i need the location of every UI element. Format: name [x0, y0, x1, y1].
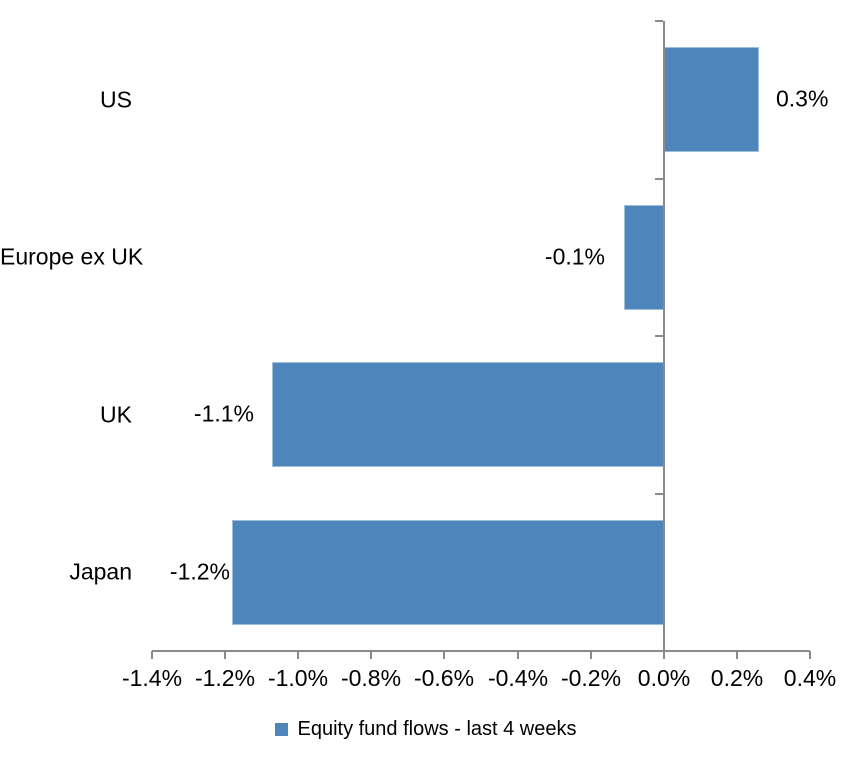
y-axis-tick: [655, 650, 663, 652]
x-axis-tick-label: -0.6%: [413, 665, 475, 691]
x-axis-tick-label: 0.4%: [783, 665, 837, 691]
x-axis-tick: [590, 651, 592, 659]
y-axis-tick: [655, 335, 663, 337]
bar-uk: [272, 362, 664, 467]
data-label-uk: -1.1%: [193, 400, 254, 427]
x-axis-tick: [224, 651, 226, 659]
data-label-us: 0.3%: [776, 85, 829, 112]
x-axis-tick: [663, 651, 665, 659]
category-label-europe-ex-uk: Europe ex UK: [0, 243, 144, 270]
data-label-japan: -1.2%: [169, 558, 230, 585]
y-axis-tick: [655, 20, 663, 22]
category-label-japan: Japan: [69, 558, 132, 585]
x-axis-tick-label: 0.0%: [637, 665, 691, 691]
x-axis-tick-label: -0.8%: [340, 665, 402, 691]
y-axis-line: [663, 21, 665, 651]
x-axis-tick: [809, 651, 811, 659]
legend: Equity fund flows - last 4 weeks: [0, 717, 852, 741]
data-label-europe-ex-uk: -0.1%: [544, 243, 605, 270]
x-axis-tick-label: -1.4%: [121, 665, 183, 691]
x-axis-tick-label: -1.2%: [194, 665, 256, 691]
x-axis-tick-label: 0.2%: [710, 665, 764, 691]
category-label-us: US: [100, 86, 132, 113]
x-axis-tick: [370, 651, 372, 659]
legend-swatch-icon: [275, 723, 289, 736]
x-axis-tick: [151, 651, 153, 659]
y-axis-tick: [655, 178, 663, 180]
bar-us: [664, 47, 759, 152]
x-axis-tick-label: -0.4%: [487, 665, 549, 691]
x-axis-tick: [443, 651, 445, 659]
bar-europe-ex-uk: [624, 205, 664, 310]
y-axis-tick: [655, 493, 663, 495]
x-axis-tick-label: -1.0%: [267, 665, 329, 691]
x-axis-tick: [517, 651, 519, 659]
legend-label: Equity fund flows - last 4 weeks: [297, 718, 577, 740]
x-axis-line: [152, 650, 810, 652]
bar-japan: [232, 520, 664, 625]
x-axis-tick-label: -0.2%: [560, 665, 622, 691]
category-label-uk: UK: [100, 401, 132, 428]
x-axis-tick: [736, 651, 738, 659]
x-axis-tick: [297, 651, 299, 659]
